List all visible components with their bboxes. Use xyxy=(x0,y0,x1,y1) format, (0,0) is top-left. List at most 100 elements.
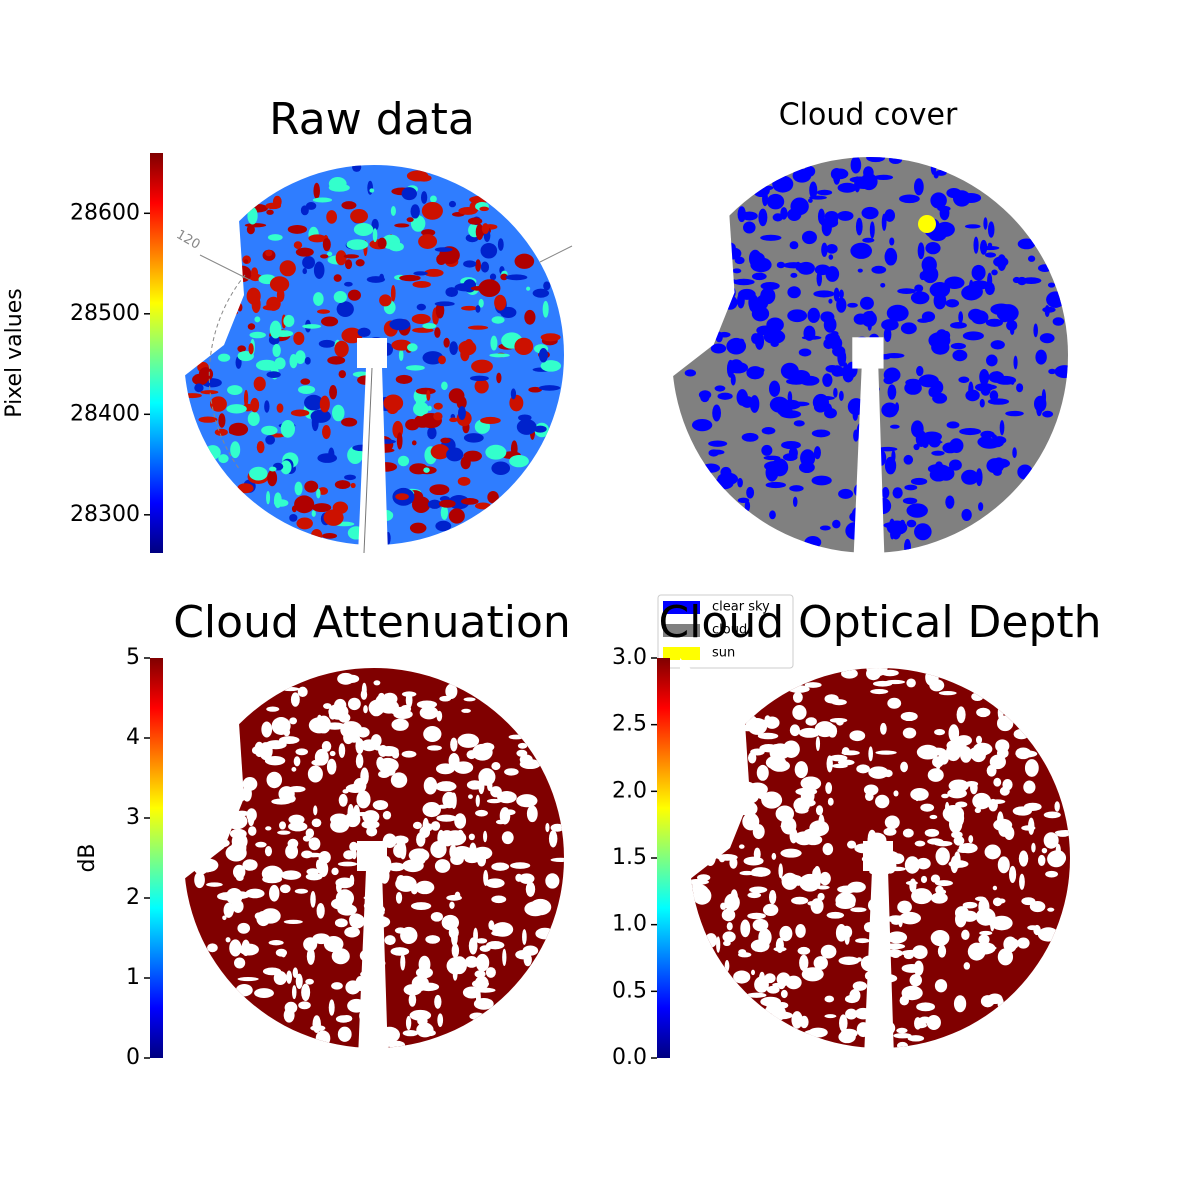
sky-feature xyxy=(448,200,456,208)
sky-feature xyxy=(831,365,844,377)
sky-feature xyxy=(730,373,736,386)
sky-feature xyxy=(548,830,558,848)
sky-feature xyxy=(265,826,272,831)
sky-feature xyxy=(514,337,534,356)
sky-feature xyxy=(446,447,464,462)
sky-feature xyxy=(328,999,335,1016)
sky-feature xyxy=(902,727,917,739)
sky-feature xyxy=(333,291,347,303)
mast-mask xyxy=(357,338,387,368)
sky-feature xyxy=(247,811,255,827)
sky-feature xyxy=(801,335,822,340)
sky-feature xyxy=(449,341,458,356)
sky-feature xyxy=(1033,323,1038,338)
sky-feature xyxy=(510,440,518,458)
sky-feature xyxy=(842,368,854,383)
sky-feature xyxy=(978,897,990,916)
sky-feature xyxy=(479,206,489,212)
sky-feature xyxy=(823,316,837,333)
sky-feature xyxy=(488,447,494,456)
sky-feature xyxy=(772,175,794,193)
sky-feature xyxy=(247,411,260,427)
sky-feature xyxy=(243,259,249,264)
sky-feature xyxy=(391,339,412,351)
sky-feature xyxy=(989,754,1006,770)
sky-feature xyxy=(801,230,817,245)
sky-feature xyxy=(773,946,787,952)
sky-feature xyxy=(310,891,316,908)
sky-feature xyxy=(934,729,946,736)
sky-feature xyxy=(475,953,490,972)
sky-feature xyxy=(319,395,330,413)
sky-feature xyxy=(761,444,773,456)
sky-feature xyxy=(450,737,458,752)
sky-feature xyxy=(200,390,219,395)
sky-feature xyxy=(947,788,967,799)
sky-feature xyxy=(855,217,863,236)
sky-feature xyxy=(827,797,834,806)
sky-feature xyxy=(429,195,437,203)
sky-feature xyxy=(733,970,751,984)
sky-feature xyxy=(272,343,281,357)
sky-feature xyxy=(326,758,337,775)
sky-feature xyxy=(278,786,295,802)
sky-feature xyxy=(899,911,921,925)
sky-feature xyxy=(496,372,502,384)
sky-feature xyxy=(518,414,532,422)
sky-feature xyxy=(914,523,932,541)
sky-feature xyxy=(852,981,868,991)
sky-feature xyxy=(318,339,336,348)
panel: Cloud cover clear sky cloud sun xyxy=(657,98,1068,669)
sky-feature xyxy=(398,349,404,362)
sky-feature xyxy=(474,379,489,394)
sky-feature xyxy=(480,416,501,424)
sky-feature xyxy=(983,217,988,230)
sky-feature xyxy=(266,209,274,215)
sky-feature xyxy=(318,850,331,864)
sky-feature xyxy=(478,298,484,308)
sky-feature xyxy=(975,945,997,951)
sky-feature xyxy=(360,767,369,786)
sky-feature xyxy=(468,794,473,799)
sky-feature xyxy=(433,412,443,421)
sky-feature xyxy=(425,935,441,944)
sky-feature xyxy=(265,249,273,257)
sky-feature xyxy=(944,276,965,290)
sky-feature xyxy=(756,295,769,310)
sky-feature xyxy=(971,264,986,281)
sky-feature xyxy=(266,771,283,789)
sky-feature xyxy=(752,918,769,932)
sky-feature xyxy=(256,441,265,454)
sky-feature xyxy=(366,826,378,837)
sky-feature xyxy=(468,833,475,841)
sky-feature xyxy=(809,820,830,837)
sky-feature xyxy=(383,394,404,412)
sky-feature xyxy=(441,381,448,391)
sky-feature xyxy=(470,285,488,291)
sky-feature xyxy=(350,208,368,224)
sky-feature xyxy=(284,1001,298,1014)
legend-swatch xyxy=(663,624,700,637)
sky-feature xyxy=(794,761,808,779)
sky-feature xyxy=(267,234,283,241)
sky-feature xyxy=(750,939,770,953)
sky-feature xyxy=(740,396,754,408)
sky-feature xyxy=(433,402,443,410)
sky-feature xyxy=(884,815,900,830)
sky-feature xyxy=(255,841,267,848)
sky-feature xyxy=(880,282,886,288)
sky-feature xyxy=(293,241,303,249)
sky-feature xyxy=(264,845,273,857)
sky-feature xyxy=(789,724,801,737)
sky-feature xyxy=(427,426,437,440)
sky-feature xyxy=(747,892,762,899)
sky-feature xyxy=(1012,276,1021,284)
sky-feature xyxy=(341,417,358,427)
sky-feature xyxy=(445,287,458,298)
sky-feature xyxy=(897,900,912,914)
sky-feature xyxy=(1006,320,1018,331)
sky-feature xyxy=(884,247,898,266)
sky-feature xyxy=(293,756,301,767)
sky-feature xyxy=(850,157,862,174)
sky-feature xyxy=(950,856,959,874)
